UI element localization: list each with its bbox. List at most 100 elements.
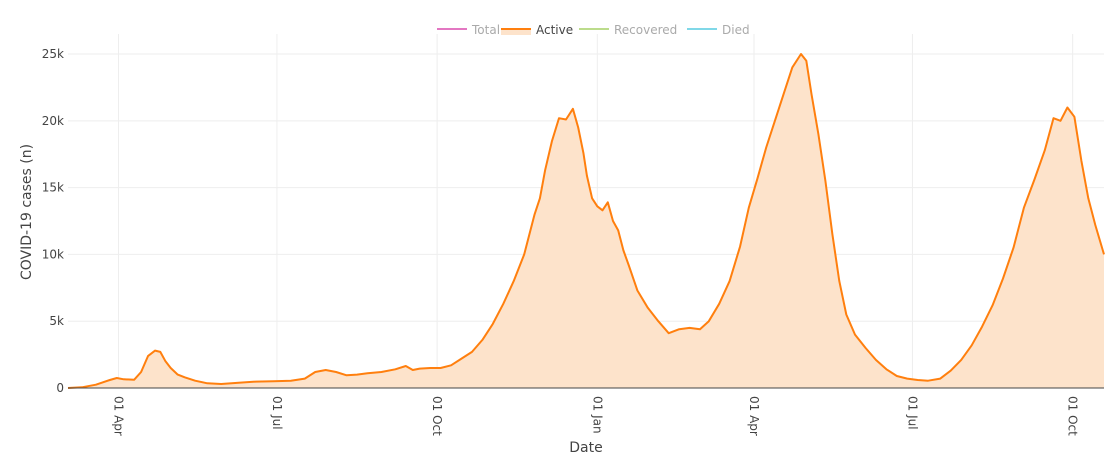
legend-item-recovered[interactable]: Recovered — [579, 23, 677, 37]
data-point — [647, 307, 648, 308]
data-point — [896, 375, 897, 376]
data-point — [811, 94, 812, 95]
data-point — [1074, 116, 1075, 117]
data-point — [238, 382, 239, 383]
data-point — [290, 380, 291, 381]
data-point — [699, 329, 700, 330]
data-point — [534, 214, 535, 215]
x-axis-title: Date — [569, 440, 602, 456]
legend: Total Active Recovered Died — [437, 23, 750, 37]
data-point — [1095, 224, 1096, 225]
data-point — [982, 326, 983, 327]
data-point — [346, 375, 347, 376]
legend-item-died[interactable]: Died — [687, 23, 750, 37]
data-point — [1088, 198, 1089, 199]
data-point — [928, 380, 929, 381]
data-point — [940, 378, 941, 379]
data-point — [565, 119, 566, 120]
data-point — [679, 329, 680, 330]
data-point — [503, 303, 504, 304]
data-point — [221, 383, 222, 384]
data-point — [315, 371, 316, 372]
data-point — [961, 359, 962, 360]
data-point — [774, 120, 775, 121]
data-point — [551, 140, 552, 141]
data-point — [623, 250, 624, 251]
data-point — [207, 383, 208, 384]
data-point — [740, 246, 741, 247]
data-point — [854, 334, 855, 335]
axes: 0 5k 10k 15k 20k 25k 01 Apr 01 Jul 01 Oct 01 Jan 0… — [42, 47, 1104, 436]
series-area-active — [68, 54, 1104, 388]
data-point — [177, 374, 178, 375]
data-point — [658, 321, 659, 322]
data-point — [134, 379, 135, 380]
data-point — [607, 202, 608, 203]
data-point — [513, 281, 514, 282]
data-point — [846, 314, 847, 315]
y-axis-title: COVID-19 cases (n) — [19, 144, 35, 280]
data-point — [865, 347, 866, 348]
data-point — [583, 152, 584, 153]
data-point — [597, 206, 598, 207]
data-point — [160, 351, 161, 352]
data-point — [356, 374, 357, 375]
data-point — [141, 371, 142, 372]
area-layer — [67, 53, 1105, 389]
data-point — [800, 53, 801, 54]
legend-label-total: Total — [471, 23, 500, 37]
data-point — [381, 371, 382, 372]
data-point — [273, 381, 274, 382]
data-point — [412, 369, 413, 370]
data-point — [689, 327, 690, 328]
data-point — [184, 377, 185, 378]
data-point — [825, 180, 826, 181]
data-point — [1103, 254, 1104, 255]
data-point — [1023, 207, 1024, 208]
data-point — [109, 379, 110, 380]
data-point — [783, 94, 784, 95]
data-point — [1060, 120, 1061, 121]
y-tick-label: 5k — [49, 314, 64, 328]
data-point — [748, 207, 749, 208]
data-point — [818, 134, 819, 135]
data-point — [95, 384, 96, 385]
data-point — [195, 380, 196, 381]
x-tick-label: 01 Jul — [270, 396, 284, 430]
data-point — [405, 365, 406, 366]
data-point — [839, 281, 840, 282]
x-tick-label: 01 Oct — [430, 396, 444, 436]
data-point — [148, 355, 149, 356]
data-point — [545, 170, 546, 171]
y-tick-label: 10k — [42, 247, 64, 261]
series-line-active[interactable] — [67, 53, 1105, 389]
data-point — [572, 108, 573, 109]
data-point — [1067, 107, 1068, 108]
data-point — [492, 323, 493, 324]
data-point — [419, 368, 420, 369]
data-point — [578, 127, 579, 128]
data-point — [950, 370, 951, 371]
data-point — [325, 369, 326, 370]
y-tick-label: 25k — [42, 47, 64, 61]
data-point — [367, 373, 368, 374]
y-tick-label: 20k — [42, 114, 64, 128]
data-point — [628, 265, 629, 266]
legend-item-active[interactable]: Active — [501, 23, 573, 37]
data-point — [766, 147, 767, 148]
legend-item-total[interactable]: Total — [437, 23, 500, 37]
x-tick-label: 01 Apr — [111, 396, 125, 436]
x-tick-label: 01 Apr — [747, 396, 761, 436]
data-point — [612, 220, 613, 221]
data-point — [971, 345, 972, 346]
data-point — [875, 359, 876, 360]
data-point — [451, 365, 452, 366]
data-point — [430, 367, 431, 368]
data-point — [992, 305, 993, 306]
data-point — [524, 254, 525, 255]
data-point — [886, 369, 887, 370]
data-point — [1081, 160, 1082, 161]
data-point — [1044, 150, 1045, 151]
